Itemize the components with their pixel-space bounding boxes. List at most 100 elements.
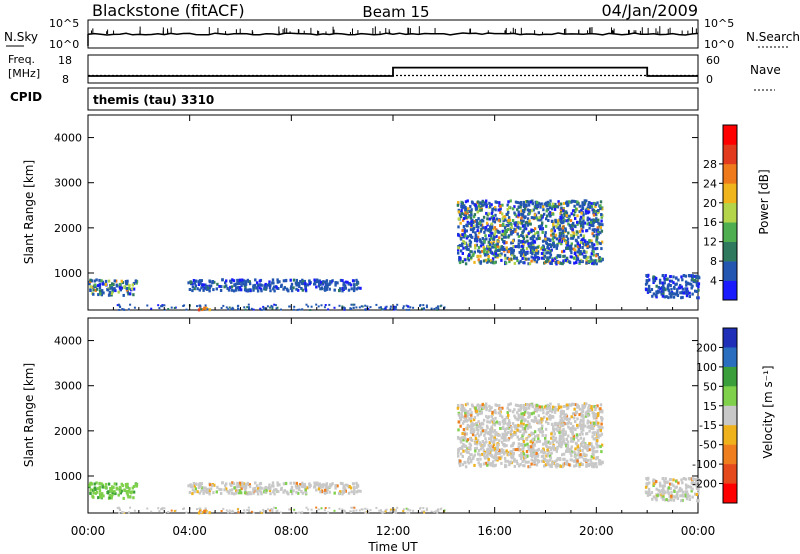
power-cell	[564, 258, 568, 262]
power-cell	[534, 254, 537, 257]
power-cell	[110, 293, 113, 297]
velocity-cell	[546, 454, 549, 458]
velocity-cell	[238, 485, 241, 488]
power-cell	[490, 241, 493, 245]
velocity-cell	[579, 463, 582, 466]
velocity-cell	[489, 431, 493, 435]
power-cell	[89, 285, 92, 289]
power-cell	[482, 215, 486, 219]
power-cell	[498, 219, 502, 223]
velocity-cell	[231, 481, 234, 485]
power-cell	[658, 281, 662, 285]
power-cell	[490, 203, 493, 207]
velocity-cell	[476, 425, 479, 429]
power-cell	[255, 286, 258, 290]
power-cell	[473, 250, 476, 254]
velocity-cell	[350, 506, 353, 509]
power-cell	[252, 308, 255, 311]
velocity-cell	[487, 461, 490, 464]
velocity-cell	[498, 439, 501, 443]
power-cell	[529, 245, 532, 249]
velocity-cell	[689, 485, 693, 489]
power-cell	[492, 216, 496, 220]
velocity-cell	[562, 462, 565, 466]
power-cell	[219, 289, 223, 292]
cbar-segment	[723, 328, 737, 348]
power-cell	[562, 237, 565, 240]
power-cell	[283, 286, 286, 290]
power-cell	[591, 244, 594, 248]
velocity-cell	[529, 448, 532, 452]
power-cell	[648, 290, 652, 293]
power-cell	[568, 200, 571, 204]
velocity-cell	[273, 506, 276, 509]
power-cell	[479, 261, 482, 265]
velocity-cell	[208, 483, 212, 487]
power-cell	[381, 308, 384, 311]
power-cell	[487, 240, 490, 244]
power-cell	[600, 219, 603, 223]
velocity-cell	[540, 459, 544, 463]
power-cell	[303, 279, 306, 283]
velocity-cell	[319, 485, 322, 489]
power-cell	[582, 213, 585, 217]
velocity-cell	[479, 442, 482, 446]
velocity-cell	[467, 446, 470, 450]
power-cell	[697, 288, 700, 292]
y-tick-label: 4000	[54, 335, 82, 348]
power-cell	[469, 228, 473, 232]
velocity-cell	[569, 451, 572, 455]
velocity-cell	[560, 434, 564, 438]
power-cell	[582, 216, 585, 220]
velocity-cell	[535, 409, 539, 413]
power-cell	[680, 296, 683, 300]
power-cell	[255, 281, 259, 285]
velocity-cell	[550, 410, 554, 414]
velocity-cell	[462, 438, 465, 442]
velocity-cell	[551, 422, 554, 426]
velocity-cell	[544, 437, 547, 440]
velocity-cell	[591, 422, 594, 426]
power-cell	[230, 288, 234, 292]
power-cell	[505, 230, 508, 233]
velocity-cell	[465, 432, 468, 436]
velocity-cell	[503, 434, 506, 438]
power-cell	[549, 249, 552, 253]
velocity-cell	[132, 490, 136, 494]
power-cell	[580, 208, 583, 212]
power-cell	[689, 274, 692, 278]
velocity-cell	[405, 507, 408, 510]
velocity-cell	[485, 402, 488, 406]
power-cell	[560, 206, 563, 210]
velocity-cell	[439, 508, 442, 511]
power-cell	[369, 306, 372, 309]
power-cell	[600, 215, 603, 219]
velocity-cell	[248, 485, 252, 489]
power-cell	[396, 303, 399, 306]
power-cell	[486, 213, 489, 217]
velocity-cell	[437, 510, 440, 513]
power-cell	[556, 205, 560, 209]
velocity-cell	[298, 488, 301, 491]
velocity-cell	[244, 489, 247, 493]
velocity-cell	[490, 444, 493, 448]
power-cell	[310, 305, 313, 308]
power-cell	[594, 203, 598, 207]
power-cell	[589, 205, 592, 209]
velocity-cell	[559, 437, 563, 440]
velocity-cell	[357, 489, 360, 493]
power-cell	[672, 295, 676, 299]
power-cell	[676, 294, 680, 297]
power-cell	[514, 223, 517, 227]
power-cell	[537, 218, 540, 222]
power-cell	[591, 246, 594, 250]
power-cell	[544, 224, 548, 228]
velocity-cell	[561, 453, 564, 457]
power-cell	[470, 220, 473, 224]
power-cell	[412, 306, 415, 309]
power-cell	[572, 199, 575, 203]
power-cell	[316, 278, 319, 282]
power-cell	[492, 237, 496, 241]
velocity-cell	[486, 420, 489, 424]
power-cell	[573, 204, 576, 208]
